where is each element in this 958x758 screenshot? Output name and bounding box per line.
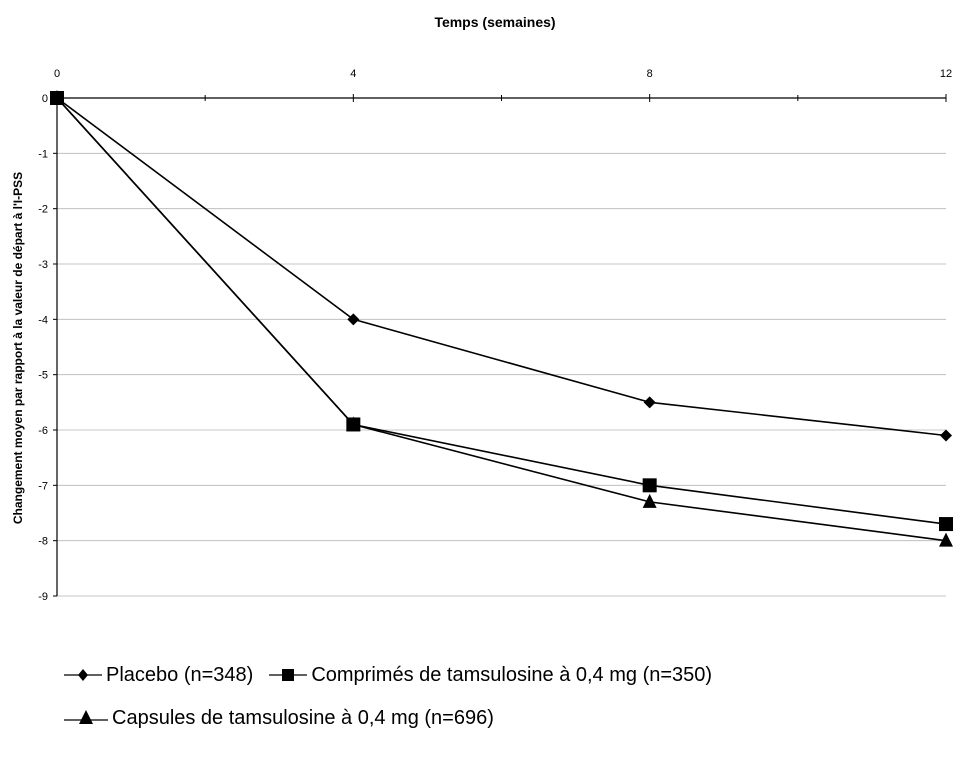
line-chart: Temps (semaines) Changement moyen par ra…	[11, 14, 953, 603]
y-tick-label: 0	[42, 93, 48, 105]
x-tick-label: 8	[647, 68, 653, 80]
x-axis-title: Temps (semaines)	[434, 14, 555, 30]
y-tick-label: -2	[38, 204, 48, 216]
data-point-square	[642, 478, 657, 493]
triangle-marker-icon	[62, 708, 110, 728]
data-point-square	[939, 517, 953, 532]
legend-row-2: Capsules de tamsulosine à 0,4 mg (n=696)	[62, 701, 726, 735]
series-layer	[50, 90, 953, 547]
series-line-square	[56, 97, 947, 525]
legend-item-comprimes: Comprimés de tamsulosine à 0,4 mg (n=350…	[267, 664, 712, 687]
x-tick-label: 0	[54, 68, 60, 80]
y-tick-label: -4	[38, 314, 48, 326]
legend-label-comprimes: Comprimés de tamsulosine à 0,4 mg (n=350…	[311, 663, 713, 686]
y-tick-label: -7	[38, 480, 48, 492]
data-point-diamond	[940, 429, 952, 442]
legend: Placebo (n=348) Comprimés de tamsulosine…	[62, 658, 726, 735]
y-tick-label: -1	[38, 148, 48, 160]
legend-label-capsules: Capsules de tamsulosine à 0,4 mg (n=696)	[112, 706, 494, 729]
y-tick-label: -6	[38, 425, 48, 437]
data-point-diamond	[643, 396, 656, 409]
series-line-triangle	[56, 97, 947, 542]
data-point-triangle	[939, 532, 953, 547]
y-tick-label: -3	[38, 259, 48, 271]
y-tick-label: -5	[38, 370, 48, 382]
data-point-triangle	[50, 90, 64, 104]
data-point-triangle	[346, 416, 361, 431]
legend-label-placebo: Placebo (n=348)	[106, 663, 254, 686]
diamond-marker-icon	[62, 665, 104, 685]
y-axis-title: Changement moyen par rapport à la valeur…	[11, 172, 25, 524]
legend-item-placebo: Placebo (n=348)	[62, 664, 253, 687]
square-marker-icon	[267, 665, 309, 685]
legend-item-capsules: Capsules de tamsulosine à 0,4 mg (n=696)	[62, 707, 494, 730]
series-line-diamond	[56, 97, 947, 437]
x-tick-label: 4	[350, 68, 356, 80]
gridlines	[57, 152, 946, 597]
legend-row-1: Placebo (n=348) Comprimés de tamsulosine…	[62, 658, 726, 692]
data-point-triangle	[642, 493, 657, 508]
y-tick-label: -8	[38, 536, 48, 548]
data-point-diamond	[347, 313, 360, 326]
y-tick-label: -9	[38, 591, 48, 603]
x-tick-label: 12	[940, 68, 952, 80]
axes: 0 -1 -2 -3 -4 -5 -6 -7 -8 -9 0 4 8 12	[38, 68, 952, 603]
chart-svg: Temps (semaines) Changement moyen par ra…	[11, 14, 953, 603]
